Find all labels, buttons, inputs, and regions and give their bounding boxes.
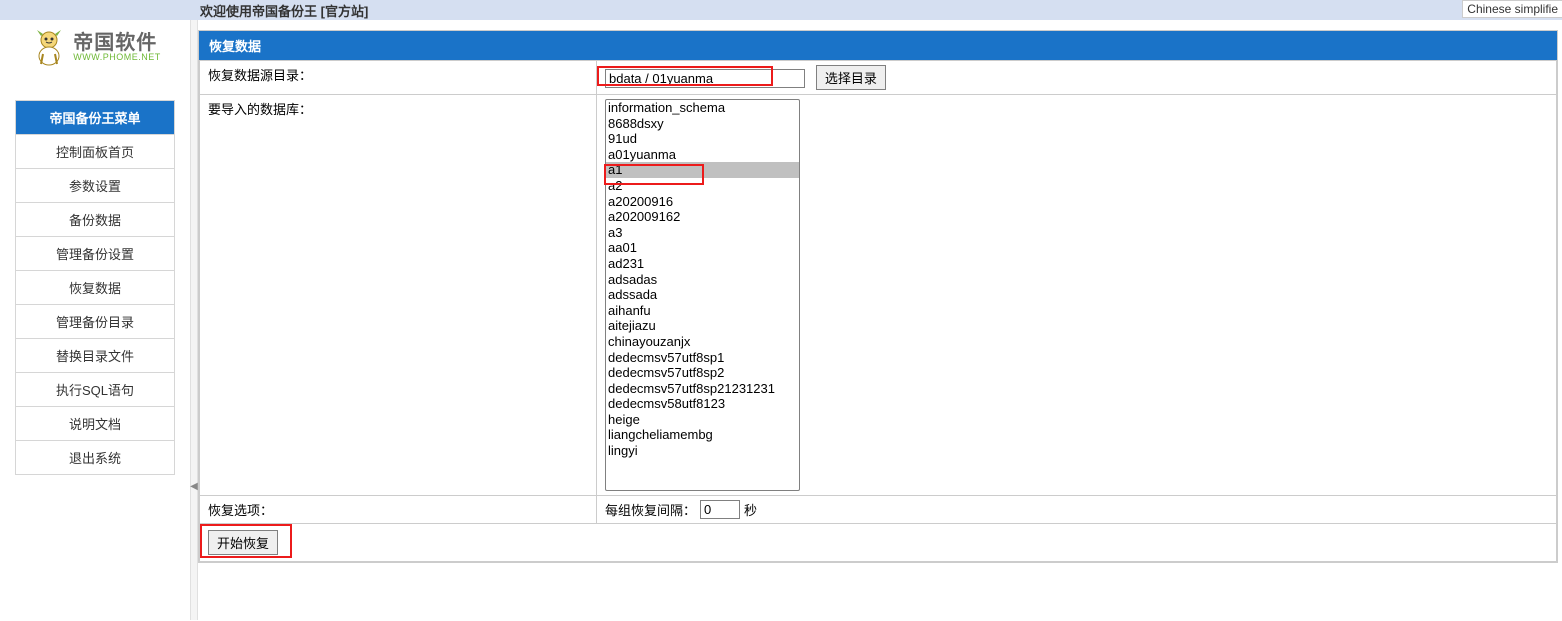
- menu-item-logout[interactable]: 退出系统: [16, 440, 174, 474]
- menu-item-restore[interactable]: 恢复数据: [16, 270, 174, 304]
- db-option[interactable]: a3: [606, 225, 799, 241]
- top-bar: 欢迎使用帝国备份王 [官方站] Chinese simplifie: [0, 0, 1562, 20]
- db-option[interactable]: aa01: [606, 240, 799, 256]
- logo-text: 帝国软件 WWW.PHOME.NET: [73, 33, 161, 62]
- db-option[interactable]: a01yuanma: [606, 147, 799, 163]
- db-option[interactable]: dedecmsv57utf8sp1: [606, 350, 799, 366]
- menu-item-docs[interactable]: 说明文档: [16, 406, 174, 440]
- db-option[interactable]: heige: [606, 412, 799, 428]
- menu-item-settings[interactable]: 参数设置: [16, 168, 174, 202]
- db-option[interactable]: dedecmsv57utf8sp2: [606, 365, 799, 381]
- option-cell: 每组恢复间隔： 秒: [597, 496, 1557, 524]
- database-list[interactable]: information_schema8688dsxy91uda01yuanmaa…: [605, 99, 800, 491]
- choose-dir-button[interactable]: 选择目录: [816, 65, 886, 90]
- menu-item-manage-backup-dir[interactable]: 管理备份目录: [16, 304, 174, 338]
- db-option[interactable]: liangcheliamembg: [606, 427, 799, 443]
- page-welcome-title: 欢迎使用帝国备份王 [官方站]: [200, 1, 368, 20]
- collapse-handle-icon[interactable]: ◀: [189, 480, 199, 494]
- logo: 帝国软件 WWW.PHOME.NET: [0, 20, 190, 75]
- db-option[interactable]: a2: [606, 178, 799, 194]
- db-option[interactable]: chinayouzanjx: [606, 334, 799, 350]
- menu-item-control-panel[interactable]: 控制面板首页: [16, 134, 174, 168]
- form-table: 恢复数据源目录： 选择目录 要导入的数据库：: [199, 60, 1557, 562]
- db-option[interactable]: 91ud: [606, 131, 799, 147]
- db-option[interactable]: 8688dsxy: [606, 116, 799, 132]
- db-option[interactable]: adsadas: [606, 272, 799, 288]
- db-option[interactable]: aihanfu: [606, 303, 799, 319]
- logo-icon: [29, 28, 69, 68]
- db-option[interactable]: dedecmsv57utf8sp21231231: [606, 381, 799, 397]
- db-option[interactable]: dedecmsv58utf8123: [606, 396, 799, 412]
- main-layout: 帝国软件 WWW.PHOME.NET 帝国备份王菜单 控制面板首页 参数设置 备…: [0, 20, 1562, 620]
- main-content: 恢复数据 恢复数据源目录： 选择目录: [198, 20, 1562, 620]
- option-label: 恢复选项：: [200, 496, 597, 524]
- sidebar: 帝国软件 WWW.PHOME.NET 帝国备份王菜单 控制面板首页 参数设置 备…: [0, 20, 190, 620]
- menu-item-manage-backup-settings[interactable]: 管理备份设置: [16, 236, 174, 270]
- menu-item-replace-files[interactable]: 替换目录文件: [16, 338, 174, 372]
- logo-url-text: WWW.PHOME.NET: [73, 53, 161, 62]
- db-option[interactable]: information_schema: [606, 100, 799, 116]
- divider[interactable]: ◀: [190, 20, 198, 620]
- db-option[interactable]: a202009162: [606, 209, 799, 225]
- source-dir-label: 恢复数据源目录：: [200, 61, 597, 95]
- source-dir-cell: 选择目录: [597, 61, 1557, 95]
- db-option[interactable]: aitejiazu: [606, 318, 799, 334]
- menu-item-backup[interactable]: 备份数据: [16, 202, 174, 236]
- submit-cell: 开始恢复: [200, 524, 1557, 562]
- import-db-cell: information_schema8688dsxy91uda01yuanmaa…: [597, 95, 1557, 496]
- db-option[interactable]: ad231: [606, 256, 799, 272]
- menu-header: 帝国备份王菜单: [16, 101, 174, 134]
- interval-label: 每组恢复间隔：: [605, 500, 696, 519]
- source-dir-input[interactable]: [605, 69, 805, 88]
- interval-input[interactable]: [700, 500, 740, 519]
- db-option[interactable]: a1: [606, 162, 799, 178]
- menu-item-sql[interactable]: 执行SQL语句: [16, 372, 174, 406]
- panel-header: 恢复数据: [199, 31, 1557, 60]
- db-option[interactable]: adssada: [606, 287, 799, 303]
- sidebar-menu: 帝国备份王菜单 控制面板首页 参数设置 备份数据 管理备份设置 恢复数据 管理备…: [15, 100, 175, 475]
- logo-cn-text: 帝国软件: [73, 33, 161, 53]
- db-option[interactable]: lingyi: [606, 443, 799, 459]
- start-restore-button[interactable]: 开始恢复: [208, 530, 278, 555]
- db-option[interactable]: a20200916: [606, 194, 799, 210]
- restore-panel: 恢复数据 恢复数据源目录： 选择目录: [198, 30, 1558, 563]
- language-badge[interactable]: Chinese simplifie: [1462, 0, 1562, 18]
- import-db-label: 要导入的数据库：: [200, 95, 597, 496]
- interval-unit: 秒: [744, 500, 757, 519]
